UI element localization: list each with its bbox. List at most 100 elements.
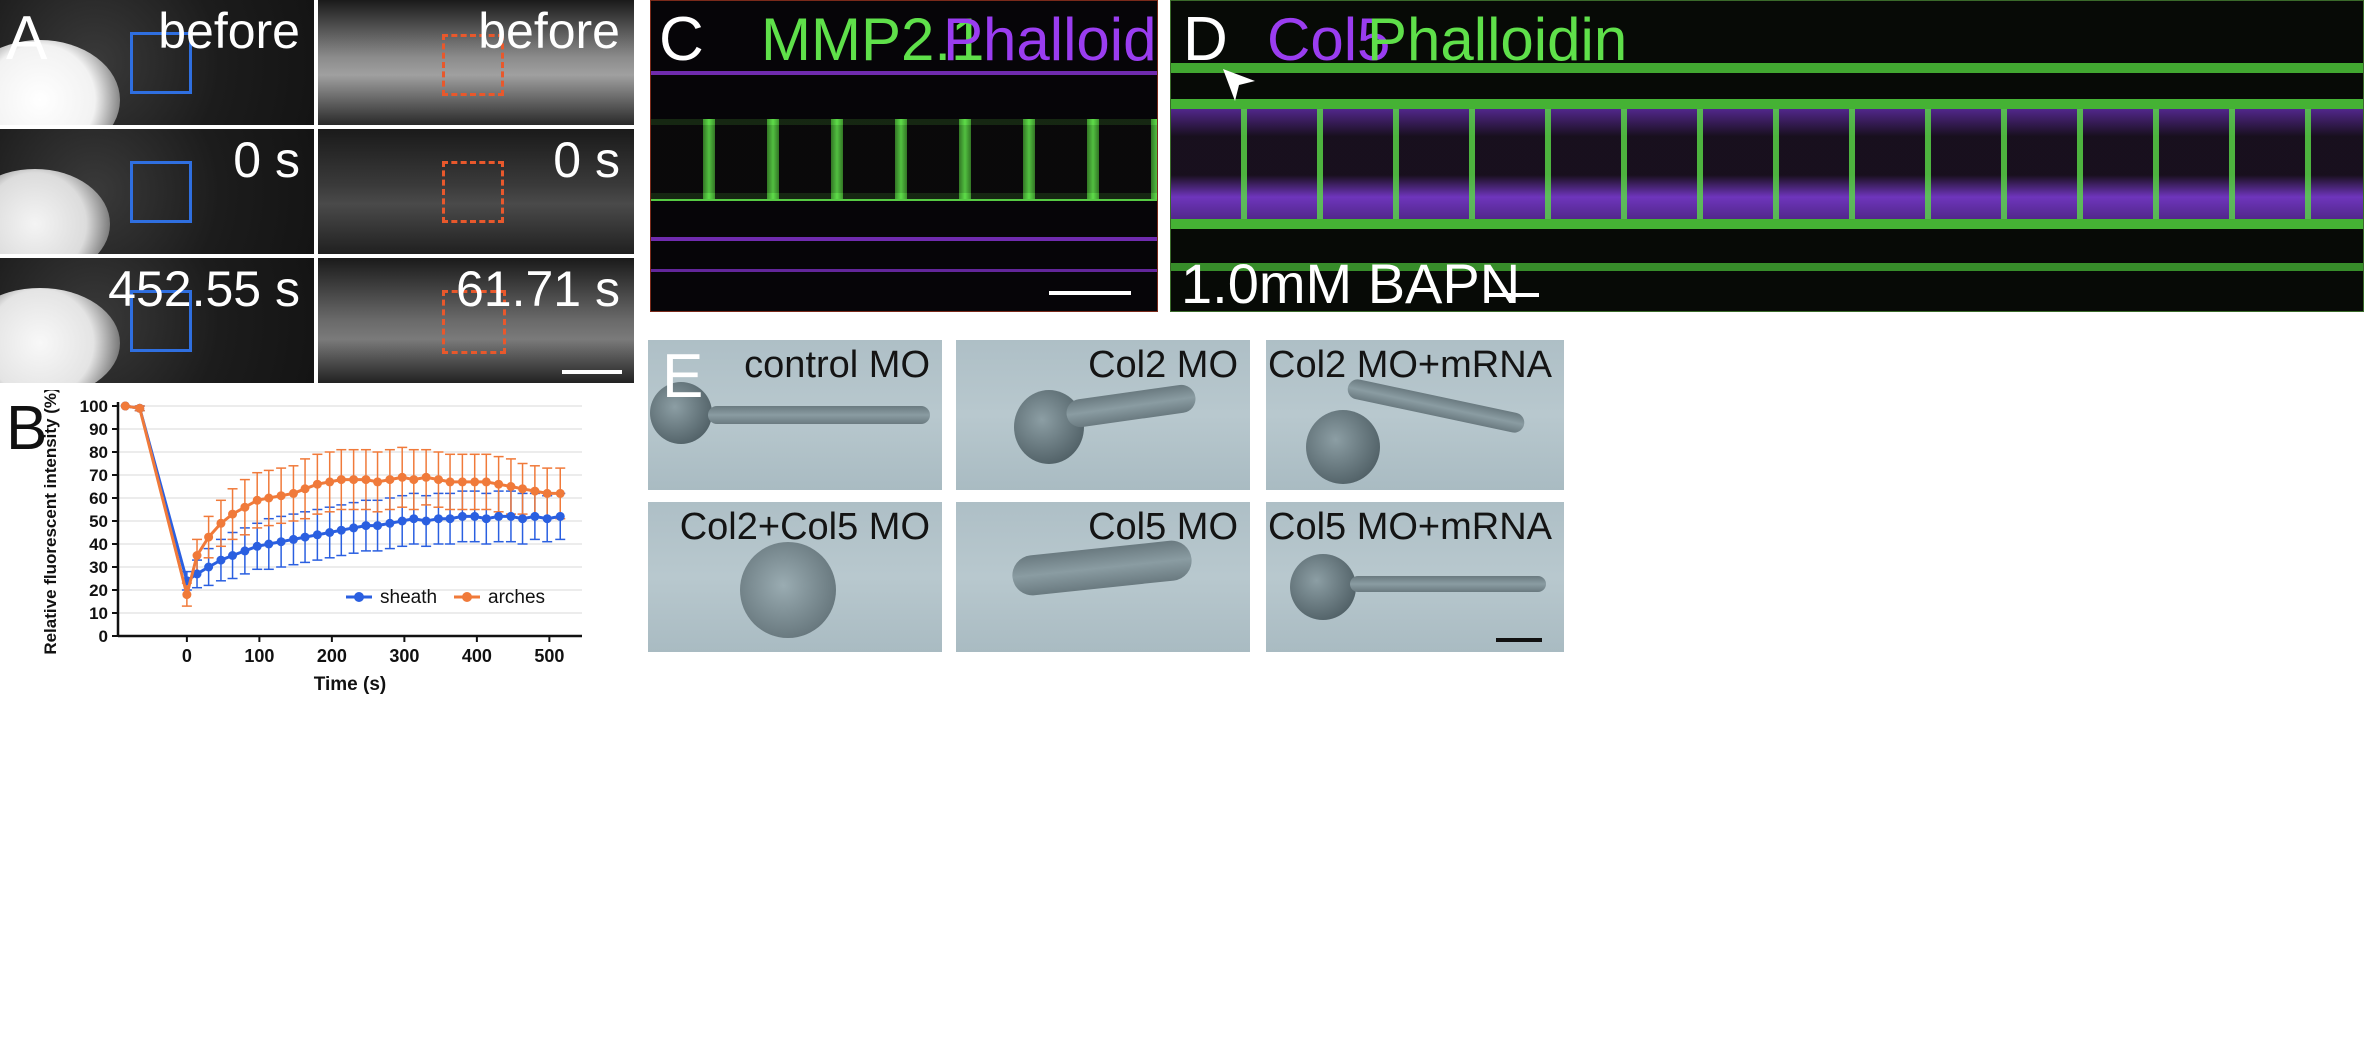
y-tick-label: 20: [89, 581, 108, 600]
data-point-sheath: [506, 511, 516, 521]
data-point-sheath: [494, 511, 504, 521]
tile-label: before: [478, 3, 620, 59]
y-tick-label: 50: [89, 512, 108, 531]
condition-label: Col5 MO: [1088, 506, 1238, 548]
embryo-tail: [1064, 383, 1198, 429]
y-tick-label: 30: [89, 558, 108, 577]
data-point-sheath: [276, 537, 286, 547]
data-point-arches: [445, 477, 455, 487]
data-point-arches: [192, 551, 202, 560]
y-tick-label: 100: [80, 397, 108, 416]
data-point-arches: [409, 475, 419, 485]
data-point-sheath: [300, 532, 310, 542]
roi-sheath: [130, 161, 192, 223]
data-point-sheath: [542, 514, 552, 524]
stain-label-col5: Col5: [1267, 6, 1391, 73]
data-point-sheath: [530, 511, 540, 521]
stain-label-mmp2-1: MMP2.1: [761, 6, 985, 73]
x-tick-label: 200: [317, 646, 347, 666]
y-tick-label: 80: [89, 443, 108, 462]
x-tick-label: 500: [534, 646, 564, 666]
data-point-arches: [349, 475, 359, 485]
data-point-sheath: [555, 511, 565, 521]
data-point-sheath: [325, 528, 335, 537]
data-point-sheath: [252, 541, 262, 551]
data-point-sheath: [518, 514, 528, 524]
cell-boundaries: [1171, 109, 2363, 219]
tile-label: before: [158, 3, 300, 59]
data-point-arches: [264, 493, 274, 503]
data-point-sheath: [349, 523, 359, 533]
data-point-arches: [325, 477, 335, 487]
x-tick-label: 400: [462, 646, 492, 666]
notochord-cells: [651, 119, 1157, 199]
panel-e: control MO Col2 MO Col2 MO+mRNA Col2+Col…: [648, 340, 2364, 655]
x-tick-label: 0: [182, 646, 192, 666]
data-point-arches: [457, 477, 467, 487]
embryo-head: [650, 382, 712, 444]
data-point-arches: [120, 401, 130, 411]
data-point-sheath: [457, 511, 467, 521]
roi-sheath: [130, 290, 192, 352]
panel-letter-c: C: [659, 5, 704, 74]
sheath-band-lower: [1171, 219, 2363, 229]
data-point-arches: [481, 477, 491, 487]
data-point-arches: [288, 488, 298, 498]
embryo-image: Col5 MO: [956, 502, 1250, 652]
stain-label-phalloidin: Phalloidin: [1367, 6, 1628, 73]
data-point-arches: [216, 518, 226, 528]
tile-label: 0 s: [553, 132, 620, 188]
roi-arches: [442, 161, 504, 223]
phalloidin-band: [651, 237, 1157, 241]
data-point-sheath: [470, 511, 480, 521]
x-tick-label: 100: [244, 646, 274, 666]
roi-arches: [442, 34, 504, 96]
data-point-arches: [506, 482, 516, 491]
x-axis-label: Time (s): [314, 674, 387, 695]
roi-arches: [442, 290, 506, 354]
bright-blob: [0, 169, 110, 254]
embryo-image: Col2 MO: [956, 340, 1250, 490]
arrowhead-icon: [1223, 69, 1255, 101]
scale-bar: [1049, 291, 1131, 295]
embryo-image: Col2+Col5 MO: [648, 502, 942, 652]
embryo-image: Col2 MO+mRNA: [1266, 340, 1564, 490]
frap-tile-sheath-0s: 0 s: [0, 129, 314, 254]
data-point-sheath: [397, 516, 407, 526]
condition-label: Col2 MO+mRNA: [1268, 344, 1552, 386]
data-point-sheath: [409, 514, 419, 524]
data-point-arches: [421, 472, 431, 482]
data-point-arches: [204, 532, 214, 542]
panel-c: MMP2.1 Phalloidin C: [650, 0, 1158, 312]
y-tick-label: 60: [89, 489, 108, 508]
legend-marker-sheath: [354, 592, 364, 602]
legend-label-arches: arches: [488, 587, 545, 608]
frap-tile-sheath-recovery: 452.55 s: [0, 258, 314, 383]
data-point-sheath: [373, 521, 383, 531]
y-tick-label: 40: [89, 535, 108, 554]
panel-letter-b: B: [6, 394, 48, 463]
y-tick-label: 90: [89, 420, 108, 439]
data-point-sheath: [445, 514, 455, 524]
panel-a: before before 0 s 0 s 452.55 s 61.71 s A: [0, 0, 634, 383]
roi-sheath: [130, 32, 192, 94]
data-point-sheath: [312, 530, 322, 540]
phalloidin-band: [651, 269, 1157, 272]
data-point-sheath: [288, 534, 298, 544]
data-point-arches: [300, 484, 310, 494]
x-tick-label: 300: [389, 646, 419, 666]
data-point-sheath: [433, 514, 443, 524]
panel-letter-e: E: [662, 342, 704, 411]
frap-tile-arches-recovery: 61.71 s: [318, 258, 634, 383]
data-point-arches: [336, 475, 346, 485]
data-point-arches: [252, 495, 262, 505]
stain-label-phalloidin: Phalloidin: [943, 6, 1157, 73]
panel-b: B 0 10 20 30 40 50 60 70 80 90 100 0 100 200 300 400 500…: [0, 390, 634, 1055]
data-point-arches: [433, 475, 443, 485]
data-point-sheath: [264, 539, 274, 549]
frap-recovery-chart: 0 10 20 30 40 50 60 70 80 90 100 0 100 200 300 400 500 Ti…: [41, 390, 582, 695]
data-point-arches: [470, 477, 480, 487]
data-point-sheath: [336, 525, 346, 535]
y-tick-label: 70: [89, 466, 108, 485]
data-point-arches: [385, 475, 395, 485]
